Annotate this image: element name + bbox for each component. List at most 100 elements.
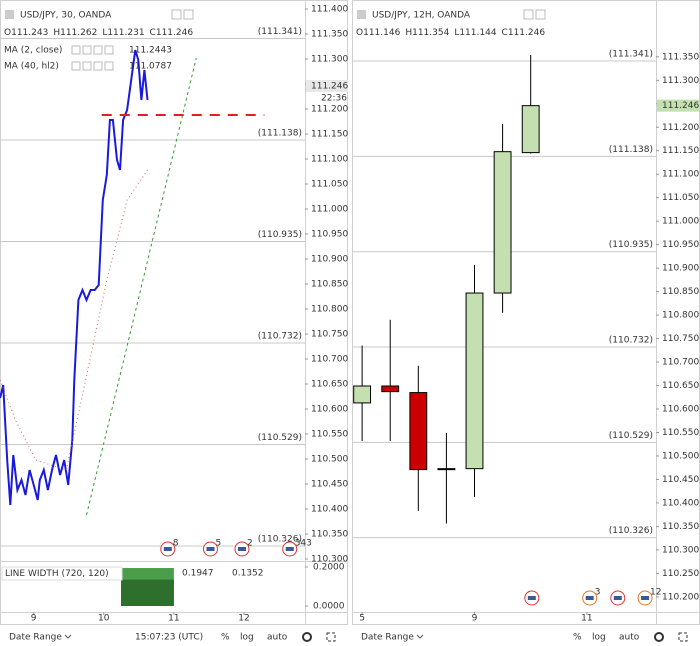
event-flag: [527, 596, 536, 600]
header-button[interactable]: [171, 9, 182, 20]
y-tick-label: 110.950: [662, 240, 699, 250]
y-tick-label: 110.750: [311, 330, 348, 340]
y-tick-label: 111.300: [311, 55, 348, 65]
y-tick-label: 110.900: [311, 255, 348, 265]
indicator-button[interactable]: [82, 45, 92, 55]
event-flag: [206, 547, 215, 551]
x-tick-label: 5: [359, 614, 365, 624]
level-label: (110.529): [258, 433, 302, 443]
y-tick-label: 0.2000: [313, 562, 345, 572]
y-tick-label: 110.700: [311, 355, 348, 365]
chart-title: USD/JPY, 12H, OANDA: [372, 11, 471, 21]
y-tick-label: 110.800: [662, 311, 699, 321]
candle-body: [521, 105, 540, 154]
settings-icon[interactable]: [654, 632, 664, 642]
toolbar-log[interactable]: log: [240, 633, 254, 643]
level-label: (110.326): [258, 535, 302, 545]
ohlc-value: 111.262: [60, 28, 97, 38]
y-tick-label: 111.150: [311, 130, 348, 140]
indicator-button[interactable]: [71, 61, 81, 71]
header-button[interactable]: [183, 9, 194, 20]
event-count: 5: [215, 539, 221, 549]
level-label: (110.935): [609, 240, 653, 250]
y-tick-label: 110.850: [311, 280, 348, 290]
candle-body: [465, 292, 484, 470]
event-count: 2: [247, 539, 253, 549]
indicator-button[interactable]: [104, 61, 114, 71]
x-tick-label: 10: [98, 614, 110, 624]
event-count: 12: [650, 588, 661, 598]
y-tick-label: 111.100: [662, 170, 699, 180]
y-tick-label: 110.550: [662, 428, 699, 438]
y-tick-label: 110.650: [311, 380, 348, 390]
header-button[interactable]: [523, 9, 534, 20]
y-tick-label: 110.900: [662, 264, 699, 274]
indicator-button[interactable]: [71, 45, 81, 55]
ohlc-value: 111.146: [363, 28, 400, 38]
countdown: 22:36: [321, 94, 347, 104]
y-tick-label: 110.350: [311, 530, 348, 540]
y-tick-label: 111.350: [662, 52, 699, 62]
y-tick-label: 111.050: [662, 193, 699, 203]
level-label: (110.732): [609, 336, 653, 346]
series-line: [0, 49, 149, 506]
y-tick-label: 110.700: [662, 358, 699, 368]
ohlc-label: O: [356, 28, 363, 38]
indicator-button[interactable]: [104, 45, 114, 55]
toolbar-percent[interactable]: %: [221, 633, 230, 643]
ohlc-label: L: [454, 28, 459, 38]
event-flag: [163, 547, 172, 551]
y-tick-label: 0.0000: [313, 601, 345, 611]
indicator-name: MA (40, hl2): [4, 62, 59, 72]
y-tick-label: 111.000: [662, 217, 699, 227]
y-tick-label: 110.500: [662, 451, 699, 461]
candle-body: [409, 392, 428, 471]
toolbar-time[interactable]: 15:07:23 (UTC): [135, 633, 203, 643]
y-tick-label: 110.350: [662, 522, 699, 532]
indicator-button[interactable]: [93, 45, 103, 55]
toolbar-date-range[interactable]: Date Range: [361, 633, 414, 643]
candle-body: [493, 151, 512, 294]
toolbar-date-range[interactable]: Date Range: [9, 633, 62, 643]
toolbar-auto[interactable]: auto: [619, 633, 640, 643]
indicator-button[interactable]: [93, 61, 103, 71]
event-flag: [641, 596, 650, 600]
level-label: (110.732): [258, 332, 302, 342]
y-tick-label: 111.300: [662, 76, 699, 86]
ohlc-value: 111.243: [11, 28, 48, 38]
chart-title: USD/JPY, 30, OANDA: [20, 11, 112, 21]
level-label: (110.529): [609, 431, 653, 441]
toolbar-auto[interactable]: auto: [267, 633, 288, 643]
header-button[interactable]: [535, 9, 546, 20]
indicator-name: MA (2, close): [4, 46, 62, 56]
ohlc-value: 111.246: [156, 28, 193, 38]
y-tick-label: 110.600: [311, 405, 348, 415]
toolbar-log[interactable]: log: [592, 633, 606, 643]
ohlc-value: 111.231: [107, 28, 144, 38]
level-label: (111.341): [258, 27, 302, 37]
y-tick-label: 110.500: [311, 455, 348, 465]
event-count: 8: [173, 539, 179, 549]
x-tick-label: 11: [168, 614, 179, 624]
y-tick-label: 111.200: [311, 105, 348, 115]
price-tag: 111.246: [311, 82, 348, 92]
y-tick-label: 110.450: [311, 480, 348, 490]
fullscreen-icon[interactable]: [326, 632, 336, 642]
y-tick-label: 110.650: [662, 381, 699, 391]
ohlc-value: 111.144: [459, 28, 496, 38]
trend-line: [86, 57, 197, 516]
y-tick-label: 111.050: [311, 180, 348, 190]
ohlc-label: H: [405, 28, 412, 38]
settings-icon[interactable]: [302, 632, 312, 642]
toolbar-percent[interactable]: %: [573, 633, 582, 643]
ohlc-label: C: [502, 28, 508, 38]
y-tick-label: 110.450: [662, 475, 699, 485]
indicator-button[interactable]: [82, 61, 92, 71]
y-tick-label: 110.600: [662, 405, 699, 415]
event-flag: [237, 547, 246, 551]
candle-body: [381, 385, 400, 393]
indicator-value: 111.2443: [129, 46, 172, 56]
fullscreen-icon[interactable]: [678, 632, 688, 642]
ohlc-value: 111.354: [412, 28, 449, 38]
y-tick-label: 110.300: [662, 545, 699, 555]
